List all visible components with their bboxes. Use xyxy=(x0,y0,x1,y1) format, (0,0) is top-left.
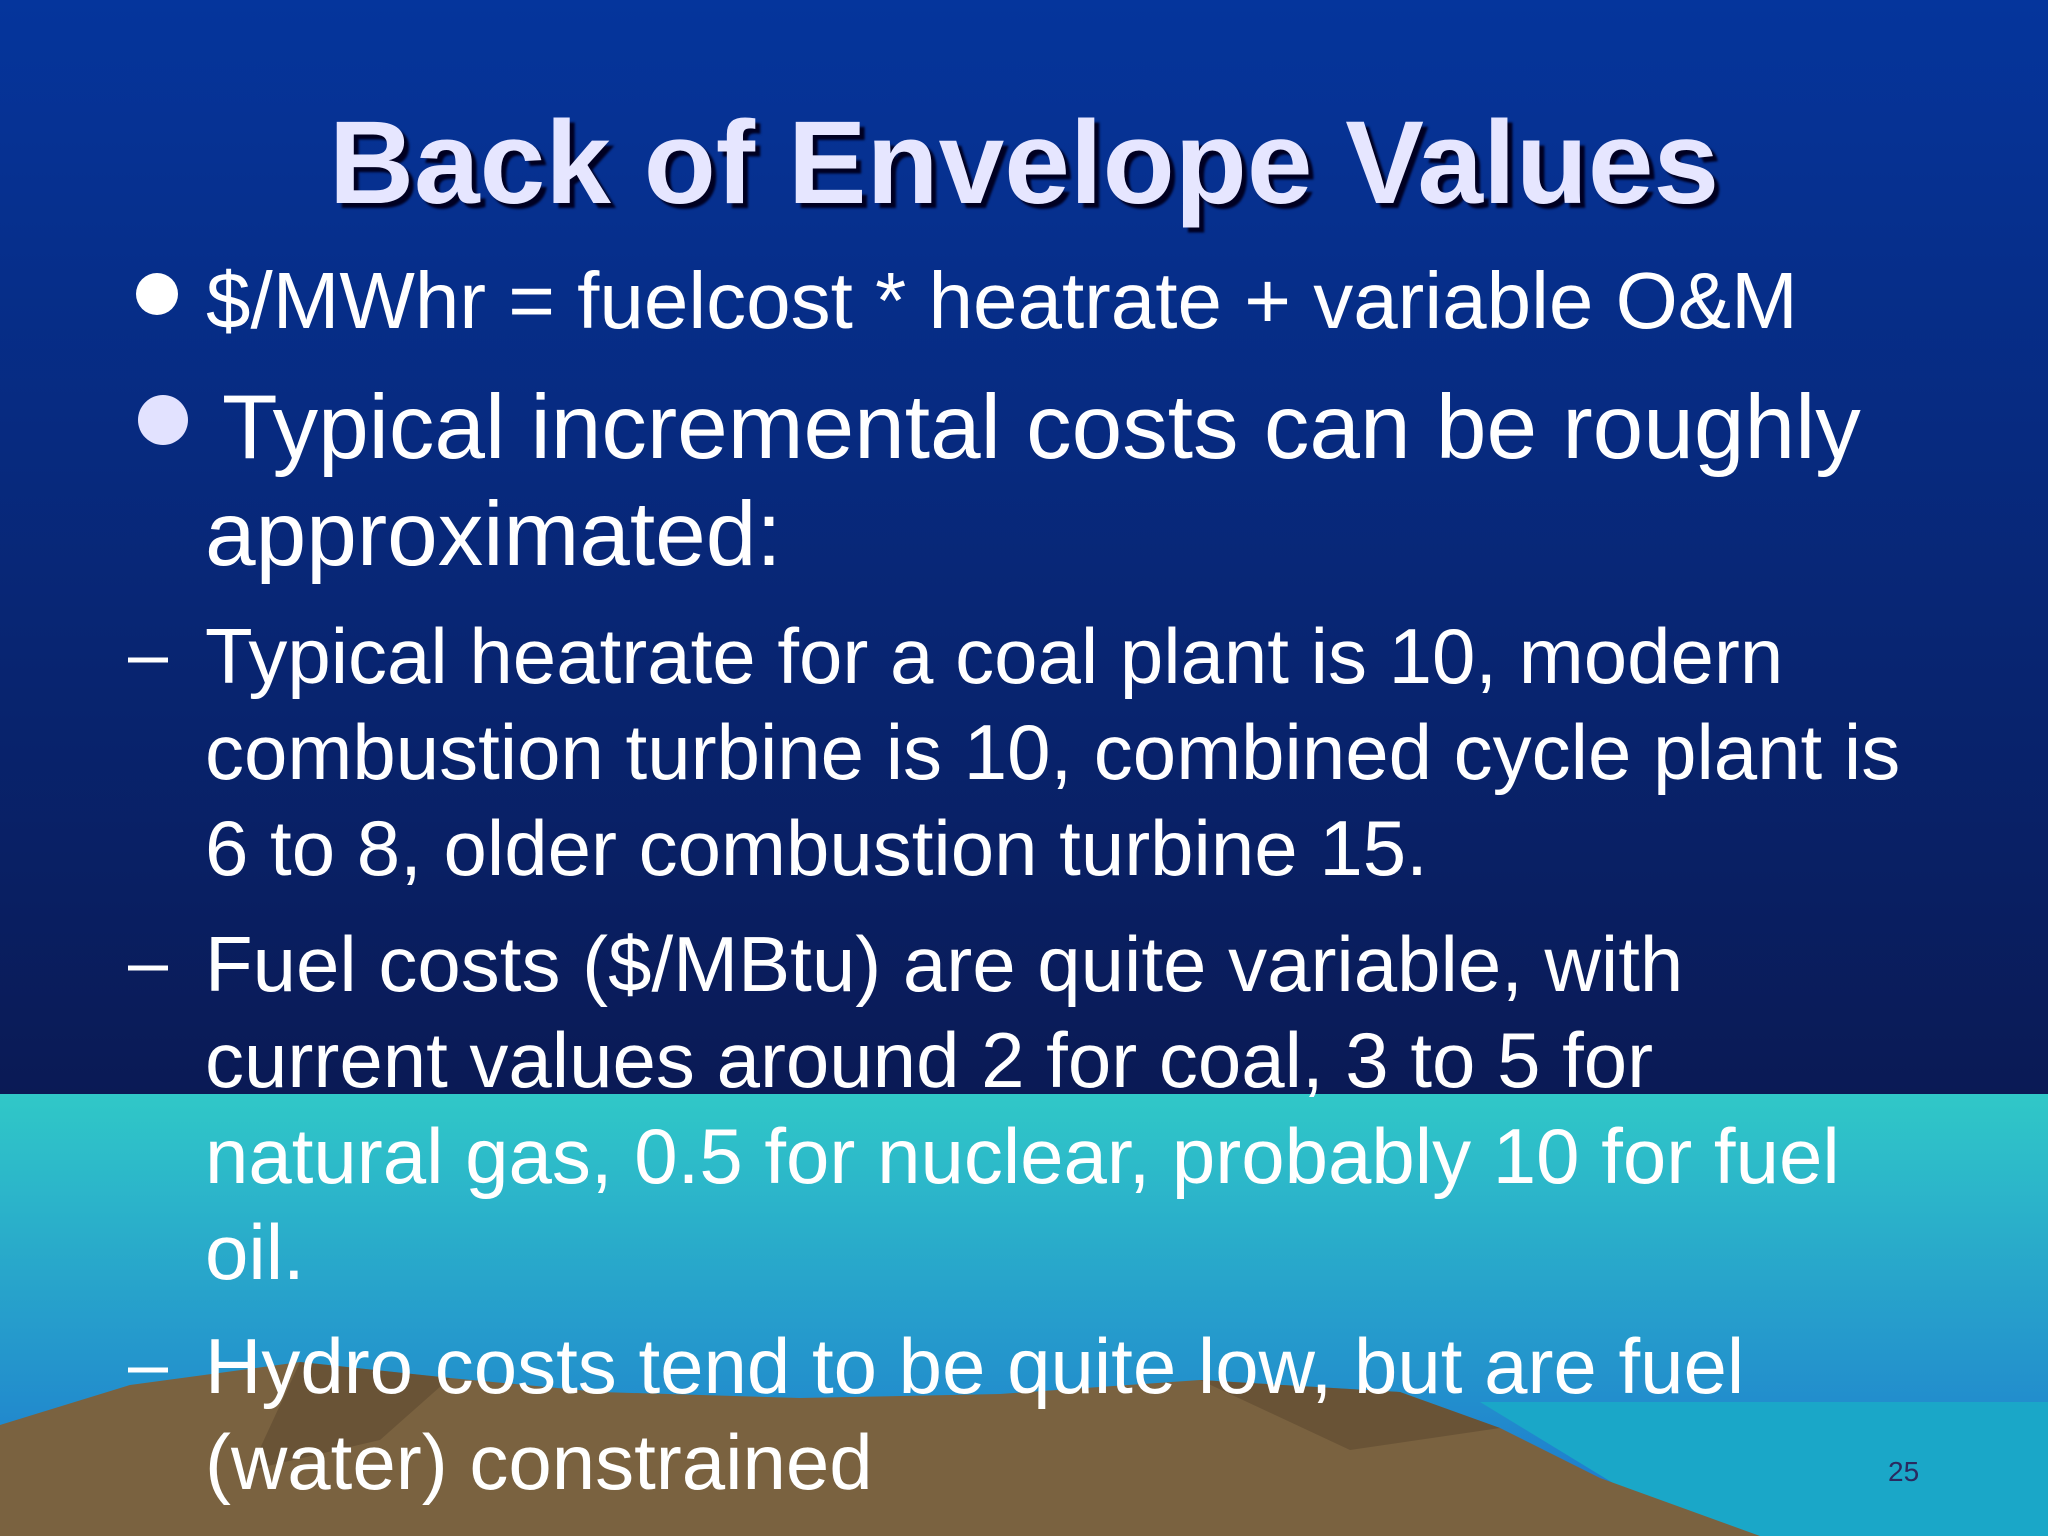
sub-bullet: Fuel costs ($/MBtu) are quite variable, … xyxy=(205,920,1840,1296)
bullet: $/MWhr = fuelcost * heatrate + variable … xyxy=(206,256,1798,345)
slide-number: 25 xyxy=(1888,1456,1920,1487)
water xyxy=(1480,1402,2048,1536)
mountain-shade xyxy=(1200,1380,1500,1450)
sub-bullet: Typical heatrate for a coal plant is 10,… xyxy=(205,612,1901,892)
mountain-shade xyxy=(250,1362,450,1470)
bullet-dot xyxy=(138,395,188,445)
bullet: Typical incremental costs can be roughly… xyxy=(205,377,1861,585)
sub-bullet: Hydro costs tend to be quite low, but ar… xyxy=(205,1322,1745,1506)
sky xyxy=(0,0,2048,1094)
bullet-dot xyxy=(136,273,178,315)
slide-title: Back of Envelope Values xyxy=(328,97,1720,229)
